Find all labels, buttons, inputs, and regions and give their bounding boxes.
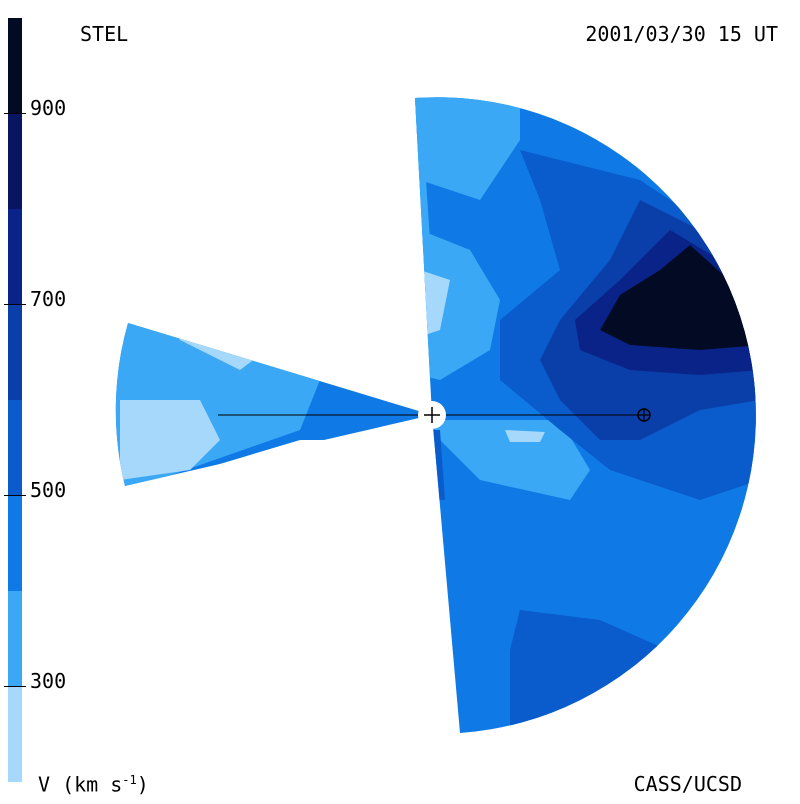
colorbar-level-5: [8, 209, 22, 305]
east-pale-spot: [505, 430, 545, 442]
credit-label: CASS/UCSD: [633, 772, 742, 796]
colorbar-tick-label: 500: [30, 477, 67, 502]
colorbar-level-3: [8, 400, 22, 496]
colorbar-level-4: [8, 304, 22, 400]
colorbar-unit-label: V (km s-1): [38, 774, 149, 795]
colorbar-level-2: [8, 495, 22, 591]
colorbar-level-7: [8, 18, 22, 114]
colorbar-level-6: [8, 113, 22, 209]
unit-exponent: -1: [122, 773, 137, 787]
east-low-region: [430, 420, 590, 500]
colorbar-tick-label: 300: [30, 668, 67, 693]
west-wedge-pale: [120, 400, 220, 480]
colorbar-tick-label: 900: [30, 95, 67, 120]
colorbar-tick-label: 700: [30, 286, 67, 311]
unit-text: V (km s: [38, 772, 123, 797]
colorbar-level-0: [8, 686, 22, 782]
instrument-title: STEL: [80, 22, 129, 46]
colorbar-level-1: [8, 591, 22, 687]
unit-close: ): [136, 772, 149, 797]
data-gap-region: [100, 440, 460, 760]
north-pale-patch: [380, 270, 450, 340]
observation-datetime: 2001/03/30 15 UT: [585, 22, 778, 46]
colorbar: [4, 18, 26, 782]
east-high-speed-core: [600, 245, 756, 350]
